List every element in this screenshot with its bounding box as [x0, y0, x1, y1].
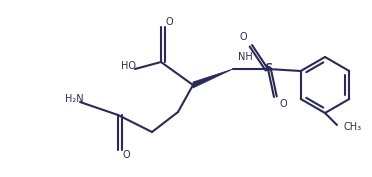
Text: H₂N: H₂N: [65, 94, 83, 104]
Text: NH: NH: [238, 52, 252, 62]
Text: O: O: [165, 17, 173, 27]
Text: S: S: [265, 63, 273, 73]
Text: O: O: [239, 32, 247, 42]
Polygon shape: [193, 69, 233, 88]
Text: O: O: [122, 150, 130, 160]
Text: CH₃: CH₃: [344, 122, 362, 132]
Text: O: O: [279, 99, 287, 109]
Text: HO: HO: [122, 61, 137, 71]
